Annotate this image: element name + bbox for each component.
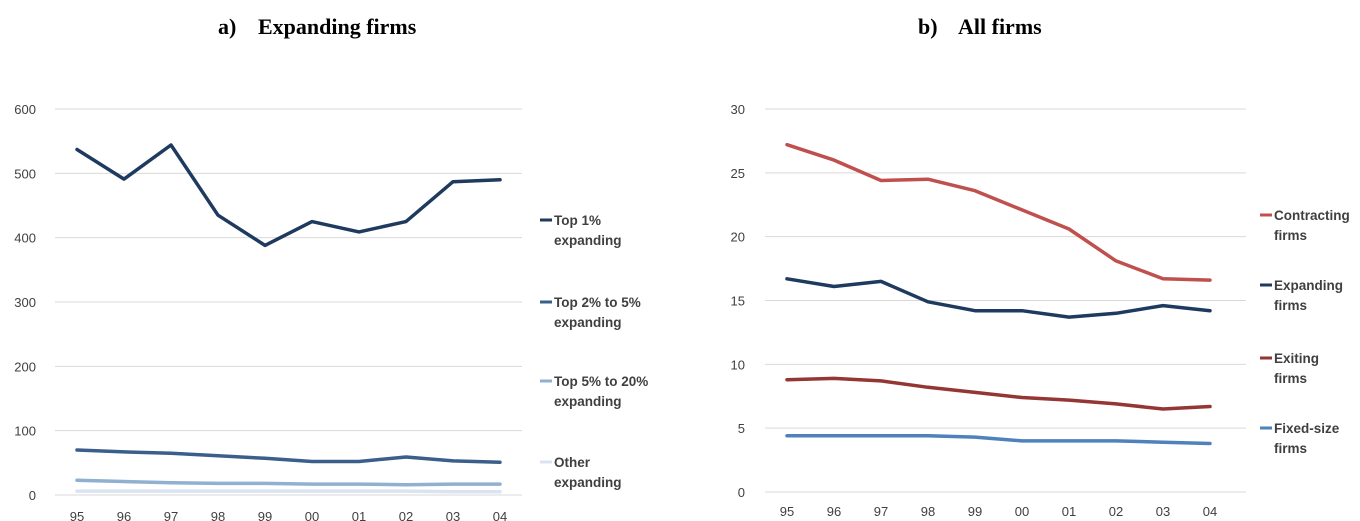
legend-label: expanding [554, 475, 622, 490]
x-tick-label: 00 [305, 509, 319, 521]
title-text: Expanding firms [258, 14, 417, 39]
title-text: All firms [958, 14, 1042, 39]
y-tick-label: 300 [14, 295, 36, 310]
y-tick-label: 0 [29, 488, 36, 503]
legend-label: firms [1274, 371, 1307, 386]
y-tick-label: 5 [738, 421, 745, 436]
legend-label: expanding [554, 394, 622, 409]
legend-label: firms [1274, 298, 1307, 313]
y-tick-label: 30 [731, 102, 745, 117]
legend-label: Contracting [1274, 208, 1350, 223]
panel-label: a) [218, 14, 237, 39]
x-tick-label: 00 [1015, 504, 1029, 519]
x-tick-label: 98 [211, 509, 225, 521]
series-line-1 [75, 143, 502, 248]
legend-label: firms [1274, 441, 1307, 456]
chart-title: a) Expanding firms [218, 14, 416, 40]
legend-label: Top 2% to 5% [554, 295, 641, 310]
x-tick-label: 98 [921, 504, 935, 519]
x-tick-label: 95 [780, 504, 794, 519]
y-tick-label: 500 [14, 166, 36, 181]
x-tick-label: 97 [874, 504, 888, 519]
series-line-1 [785, 142, 1212, 282]
legend-label: Top 5% to 20% [554, 374, 648, 389]
x-tick-label: 04 [1203, 504, 1217, 519]
x-tick-label: 03 [446, 509, 460, 521]
legend-label: Other [554, 455, 591, 470]
y-tick-label: 25 [731, 166, 745, 181]
series-line-2 [785, 277, 1212, 319]
legend-label: Exiting [1274, 351, 1319, 366]
legend-label: firms [1274, 228, 1307, 243]
line-chart-expanding: 0 100 200 300 400 500 600 95 96 97 98 99 00 01 02 03 04 T… [14, 102, 648, 521]
x-tick-label: 02 [1109, 504, 1123, 519]
line-chart-all-firms: 0 5 10 15 20 25 30 95 96 97 98 99 00 01 02 03 04 Contract… [731, 102, 1350, 519]
panel-all-firms: b) All firms 0 5 10 15 20 25 30 95 96 97 98 99 00 01 02… [680, 0, 1360, 521]
legend-label: Top 1% [554, 213, 601, 228]
y-tick-label: 0 [738, 485, 745, 500]
y-tick-label: 100 [14, 424, 36, 439]
panel-expanding-firms: a) Expanding firms 0 100 200 300 400 500 600 95 9… [14, 14, 648, 521]
chart-title: b) All firms [918, 14, 1042, 40]
y-tick-label: 400 [14, 231, 36, 246]
x-tick-label: 04 [493, 509, 507, 521]
series-line-3 [75, 478, 502, 487]
series-line-2 [75, 448, 502, 464]
x-tick-label: 01 [352, 509, 366, 521]
y-tick-label: 20 [731, 230, 745, 245]
y-tick-label: 200 [14, 359, 36, 374]
y-tick-label: 10 [731, 357, 745, 372]
series-line-4 [785, 434, 1212, 446]
x-tick-label: 02 [399, 509, 413, 521]
panel-label: b) [918, 14, 938, 39]
x-tick-label: 03 [1156, 504, 1170, 519]
series-line-4 [75, 489, 502, 494]
x-tick-label: 99 [258, 509, 272, 521]
x-tick-label: 95 [70, 509, 84, 521]
legend-label: expanding [554, 315, 622, 330]
x-tick-label: 01 [1062, 504, 1076, 519]
legend-label: expanding [554, 233, 622, 248]
x-tick-label: 96 [117, 509, 131, 521]
x-tick-label: 96 [827, 504, 841, 519]
y-tick-label: 600 [14, 102, 36, 117]
x-tick-label: 99 [968, 504, 982, 519]
legend-label: Expanding [1274, 278, 1343, 293]
x-tick-label: 97 [164, 509, 178, 521]
legend-label: Fixed-size [1274, 421, 1340, 436]
y-tick-label: 15 [731, 294, 745, 309]
series-line-3 [785, 376, 1212, 411]
